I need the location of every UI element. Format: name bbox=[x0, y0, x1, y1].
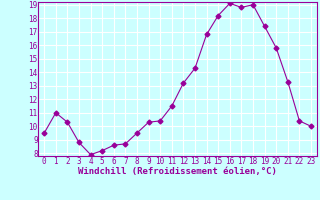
X-axis label: Windchill (Refroidissement éolien,°C): Windchill (Refroidissement éolien,°C) bbox=[78, 167, 277, 176]
